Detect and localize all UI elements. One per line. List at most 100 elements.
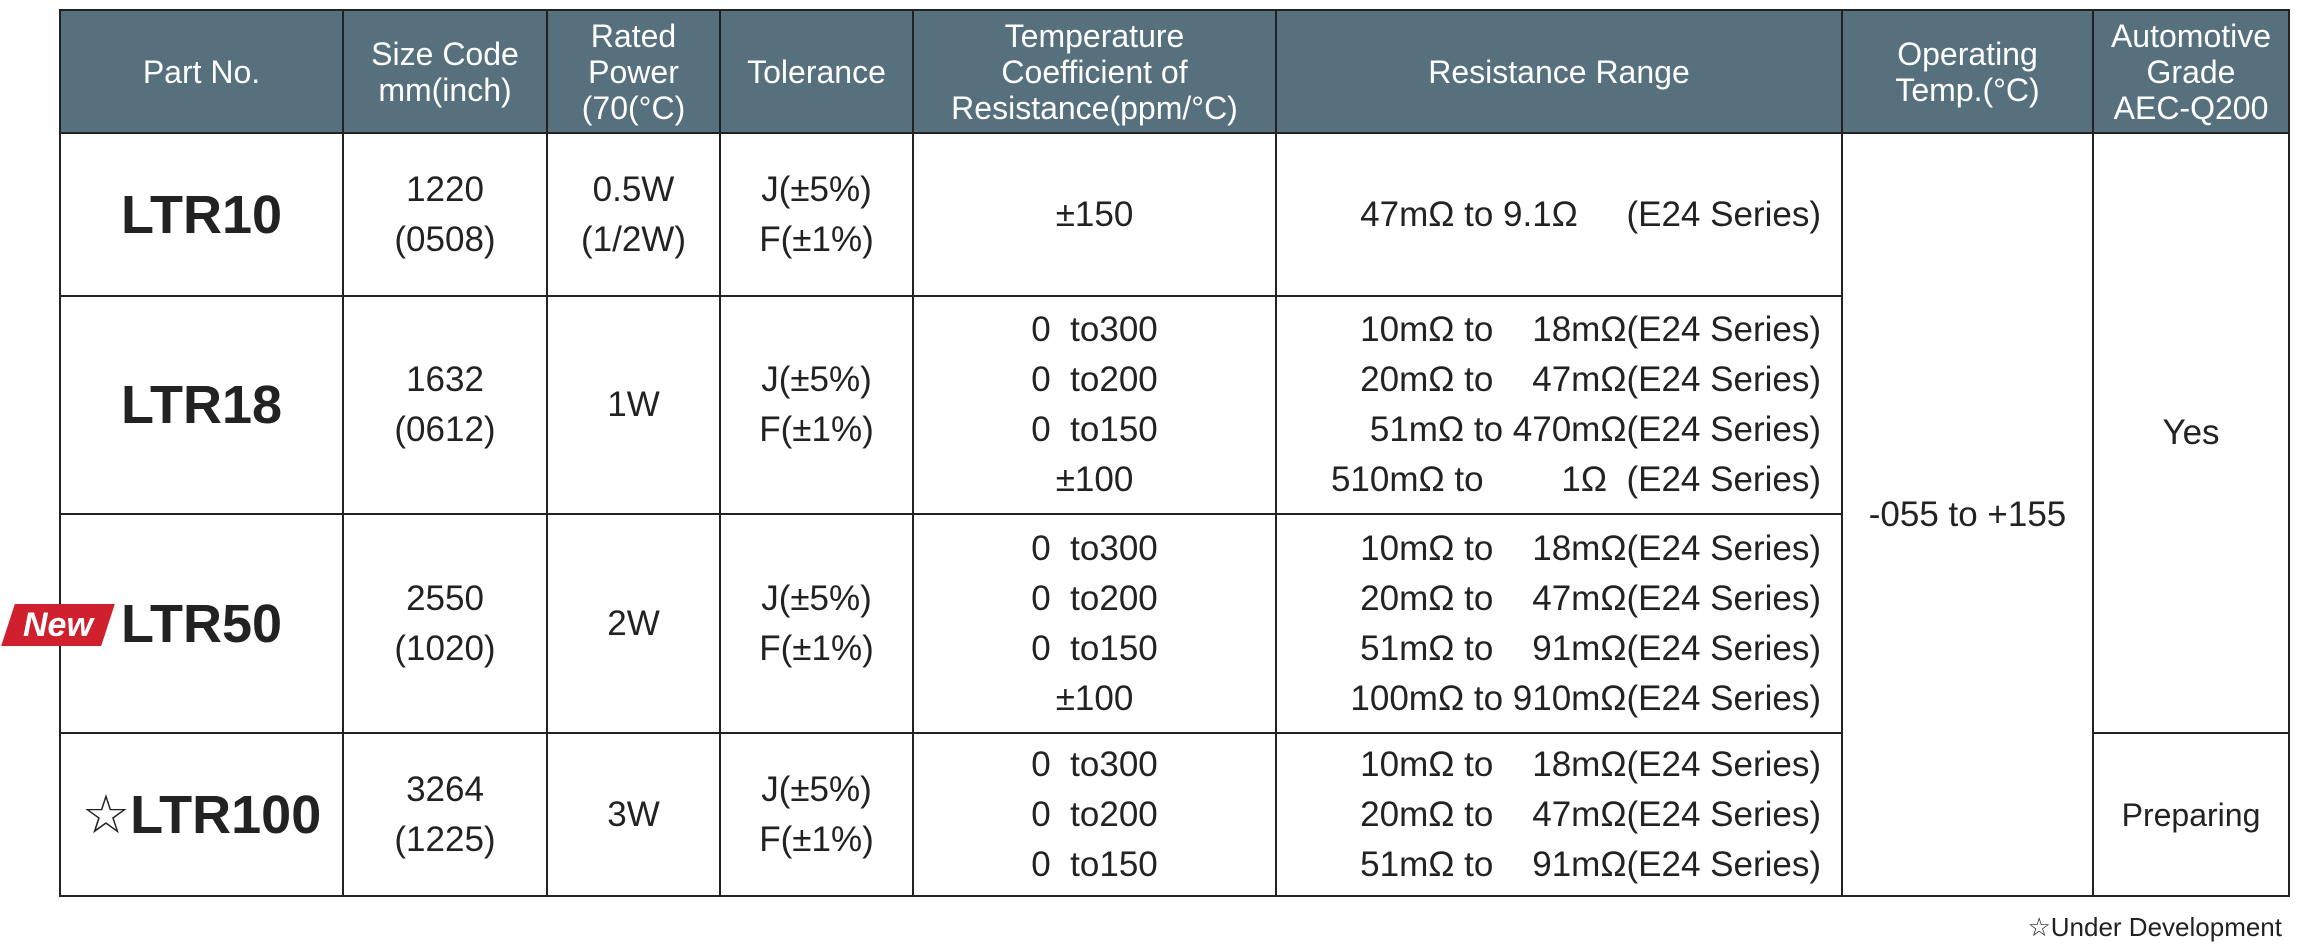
cell-line: Temperature: [1004, 17, 1185, 54]
tolerance-cell: J(±5%) F(±1%): [719, 132, 914, 297]
header-cell: Resistance Range: [1275, 9, 1843, 134]
cell-line: Resistance(ppm/°C): [951, 89, 1238, 126]
cell-line: Temp.(°C): [1895, 71, 2040, 108]
spec-table: Part No. Size Code mm(inch) Rated Power (70(°…: [59, 9, 2290, 897]
tcr-cell: 0 to300 0 to200 0 to150 ±100: [912, 513, 1277, 734]
header-row: Part No. Size Code mm(inch) Rated Power (70(°…: [59, 9, 2290, 134]
cell-line: 0 to150: [1031, 628, 1158, 668]
range-cell: 10mΩ to 18mΩ(E24 Series) 20mΩ to 47mΩ(E24…: [1275, 513, 1843, 734]
cell-line: mm(inch): [378, 71, 512, 108]
cell-line: 0.5W: [592, 169, 675, 209]
size-cell: 1632 (0612): [342, 295, 548, 515]
cell-line: 3264: [406, 769, 484, 809]
cell-line: F(±1%): [759, 819, 874, 859]
cell-line: 1220: [406, 169, 484, 209]
cell-line: 1W: [607, 385, 660, 424]
cell-line: (70(°C): [581, 89, 686, 126]
tcr-cell: 0 to300 0 to200 0 to150: [912, 732, 1277, 897]
cell-line: Automotive: [2110, 17, 2272, 54]
cell-line: J(±5%): [761, 578, 872, 618]
new-badge: New: [1, 604, 115, 646]
part-number: LTR10: [59, 132, 344, 297]
header-cell: Operating Temp.(°C): [1841, 9, 2094, 134]
cell-line: (1020): [394, 628, 496, 668]
cell-line: Tolerance: [747, 53, 886, 90]
cell-line: Grade: [2146, 53, 2236, 90]
header-cell: Temperature Coefficient of Resistance(ppm/…: [912, 9, 1277, 134]
cell-line: 51mΩ to 91mΩ(E24 Series): [1360, 844, 1821, 884]
cell-line: Operating: [1897, 35, 2038, 72]
cell-line: 0 to150: [1031, 844, 1158, 884]
cell-line: Part No.: [142, 53, 261, 90]
header-cell: Rated Power (70(°C): [546, 9, 721, 134]
range-cell: 47mΩ to 9.1Ω (E24 Series): [1275, 132, 1843, 297]
data-row: LTR18 1632 (0612) 1W J(±5%) F(±1%) 0 to300 0 to…: [59, 295, 2289, 515]
cell-line: 1632: [406, 360, 484, 399]
power-cell: 2W: [546, 513, 721, 734]
cell-line: 10mΩ to 18mΩ(E24 Series): [1360, 744, 1821, 784]
cell-line: F(±1%): [759, 628, 874, 668]
new-badge-text: New: [23, 606, 93, 644]
tcr-cell: 0 to300 0 to200 0 to150 ±100: [912, 295, 1277, 515]
cell-line: (1225): [394, 819, 496, 859]
cell-line: 10mΩ to 18mΩ(E24 Series): [1360, 310, 1821, 349]
cell-line: F(±1%): [759, 410, 874, 449]
data-row: LTR50 2550 (1020) 2W J(±5%) F(±1%) 0 to300 0 to…: [59, 513, 2289, 734]
cell-line: AEC-Q200: [2113, 89, 2269, 126]
cell-line: ±150: [1055, 194, 1134, 234]
cell-line: ±100: [1055, 460, 1134, 499]
power-cell: 3W: [546, 732, 721, 897]
cell-line: 0 to300: [1031, 528, 1158, 568]
cell-line: Coefficient of: [1001, 53, 1188, 90]
cell-line: Size Code: [371, 35, 519, 72]
cell-line: 20mΩ to 47mΩ(E24 Series): [1360, 360, 1821, 399]
cell-line: 100mΩ to 910mΩ(E24 Series): [1350, 678, 1821, 718]
cell-line: (0508): [394, 219, 496, 259]
header-cell: Size Code mm(inch): [342, 9, 548, 134]
range-cell: 10mΩ to 18mΩ(E24 Series) 20mΩ to 47mΩ(E24…: [1275, 732, 1843, 897]
cell-line: 51mΩ to 470mΩ(E24 Series): [1369, 410, 1821, 449]
table-body: LTR10 1220 (0508) 0.5W (1/2W) J(±5%) F(±1%) ±15…: [59, 132, 2290, 897]
header-cell: Automotive Grade AEC-Q200: [2092, 9, 2290, 134]
cell-line: J(±5%): [761, 360, 872, 399]
cell-line: 51mΩ to 91mΩ(E24 Series): [1360, 628, 1821, 668]
cell-line: 20mΩ to 47mΩ(E24 Series): [1360, 578, 1821, 618]
power-cell: 0.5W (1/2W): [546, 132, 721, 297]
cell-line: J(±5%): [761, 169, 872, 209]
cell-line: F(±1%): [759, 219, 874, 259]
cell-line: ±100: [1055, 678, 1134, 718]
power-cell: 1W: [546, 295, 721, 515]
range-cell: 10mΩ to 18mΩ(E24 Series) 20mΩ to 47mΩ(E24…: [1275, 295, 1843, 515]
tolerance-cell: J(±5%) F(±1%): [719, 513, 914, 734]
cell-line: 2W: [607, 603, 660, 643]
footnote: ☆Under Development: [2027, 912, 2282, 942]
data-row: ☆LTR100 3264 (1225) 3W J(±5%) F(±1%) 0 to300 0 …: [59, 732, 2290, 897]
header-cell: Tolerance: [719, 9, 914, 134]
cell-line: 10mΩ to 18mΩ(E24 Series): [1360, 528, 1821, 568]
cell-line: 0 to300: [1031, 310, 1158, 349]
cell-line: Power: [588, 53, 679, 90]
header-cell: Part No.: [59, 9, 344, 134]
cell-line: (1/2W): [581, 219, 686, 259]
cell-line: J(±5%): [761, 769, 872, 809]
cell-line: 0 to300: [1031, 744, 1158, 784]
cell-line: 47mΩ to 9.1Ω (E24 Series): [1360, 194, 1821, 234]
automotive-grade: Preparing: [2092, 732, 2290, 897]
operating-temp: -055 to +155: [1841, 132, 2094, 897]
cell-line: 20mΩ to 47mΩ(E24 Series): [1360, 794, 1821, 834]
cell-line: (0612): [394, 410, 496, 449]
spec-table-wrap: Part No. Size Code mm(inch) Rated Power (70(°…: [59, 9, 2290, 897]
cell-line: 2550: [406, 578, 484, 618]
cell-line: 0 to200: [1031, 360, 1158, 399]
cell-line: 0 to200: [1031, 578, 1158, 618]
tolerance-cell: J(±5%) F(±1%): [719, 732, 914, 897]
cell-line: 0 to200: [1031, 794, 1158, 834]
size-cell: 1220 (0508): [342, 132, 548, 297]
tcr-cell: ±150: [912, 132, 1277, 297]
cell-line: 510mΩ to 1Ω (E24 Series): [1330, 460, 1821, 499]
size-cell: 3264 (1225): [342, 732, 548, 897]
automotive-grade: Yes: [2092, 132, 2290, 734]
cell-line: 0 to150: [1031, 410, 1158, 449]
size-cell: 2550 (1020): [342, 513, 548, 734]
